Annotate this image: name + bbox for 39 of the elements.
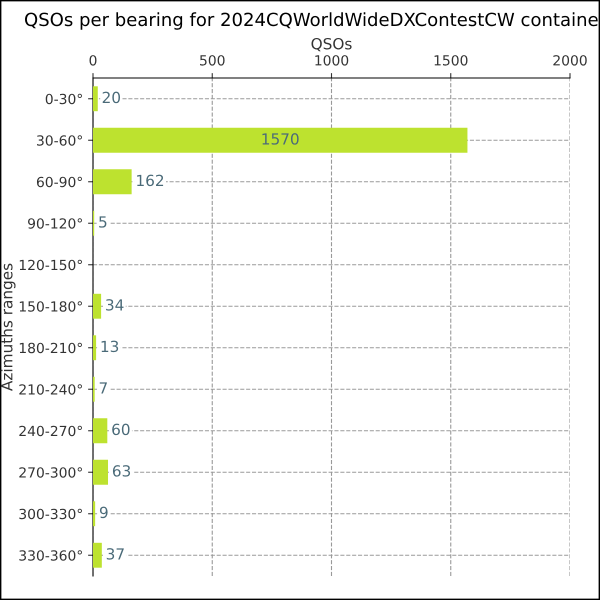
bar [93,169,132,194]
data-label: 60 [112,424,130,436]
y-tick-label: 210-240° [19,384,82,395]
data-label: 9 [100,506,108,518]
bar [93,335,96,360]
y-tick-label: 330-360° [19,550,82,561]
y-tick-label: 30-60° [37,135,82,146]
y-tick-label: 150-180° [20,301,82,312]
data-label: 37 [106,548,124,560]
bar [93,418,108,444]
y-tick-label: 180-210° [20,342,82,354]
bar [93,128,468,153]
y-tick-label: 300-330° [19,508,82,520]
bar [93,86,98,112]
x-tick-label: 1500 [434,55,468,66]
data-label: 20 [102,92,120,104]
data-label: 13 [102,340,118,352]
data-label: 34 [106,299,124,311]
y-tick-label: 120-150° [20,260,82,270]
data-label: 5 [99,216,106,228]
y-tick-label: 60-90° [36,176,82,188]
y-tick-label: 90-120° [28,218,82,229]
x-tick-label: 1000 [315,55,348,66]
y-tick-label: 0-30° [46,94,82,104]
data-label: 63 [112,465,130,477]
x-tick-label: 500 [200,55,225,66]
y-axis-title: Azimuths ranges [0,264,16,391]
x-tick-label: 2000 [553,55,587,66]
data-label: 7 [100,382,107,394]
bar [93,542,102,568]
bar [93,460,108,485]
y-tick-label: 240-270° [19,426,82,436]
bar [93,294,102,319]
data-label: 162 [137,174,164,186]
x-tick-label: 0 [89,55,96,66]
data-label: 1570 [262,133,299,145]
y-tick-label: 270-300° [19,467,82,478]
x-axis-title: QSOs [312,38,352,52]
chart-title: QSOs per bearing for 2024CQWorldWideDXContestCW containe [25,12,598,30]
